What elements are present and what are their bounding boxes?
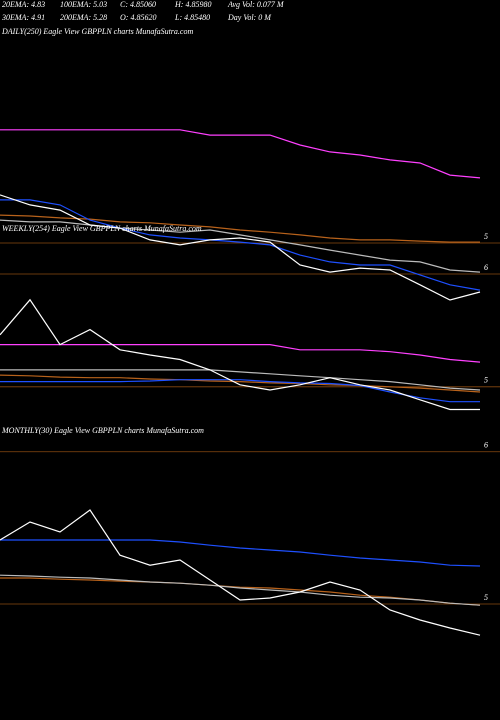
price-line [0,219,481,273]
price-line [0,298,480,411]
stat: 20EMA: 4.83 [2,0,45,9]
price-line [0,379,480,403]
y-tick-label: 5 [484,593,488,602]
stat: O: 4.85620 [120,13,156,22]
stat: C: 4.85060 [120,0,156,9]
chart-title: MONTHLY(30) Eagle View GBPPLN charts Mun… [1,426,204,435]
y-tick-label: 6 [484,263,488,272]
stat: L: 4.85480 [174,13,210,22]
price-line [0,574,481,606]
price-line [0,129,481,179]
y-tick-label: 5 [484,232,488,241]
stat: Day Vol: 0 M [227,13,272,22]
price-line [0,369,481,391]
price-line [0,374,481,393]
price-line [0,199,481,291]
price-line [0,194,481,301]
stat: 100EMA: 5.03 [60,0,107,9]
price-line [0,539,481,567]
stat: Avg Vol: 0.077 M [227,0,285,9]
price-line [0,344,481,363]
chart-title: DAILY(250) Eagle View GBPPLN charts Muna… [1,27,193,36]
y-tick-label: 6 [484,441,488,450]
chart-title: WEEKLY(254) Eagle View GBPPLN charts Mun… [2,224,202,233]
stat: 200EMA: 5.28 [60,13,107,22]
y-tick-label: 5 [484,376,488,385]
price-line [0,509,481,636]
stat: 30EMA: 4.91 [1,13,45,22]
price-line [0,577,481,606]
price-line [0,214,480,243]
stat: H: 4.85980 [174,0,211,9]
